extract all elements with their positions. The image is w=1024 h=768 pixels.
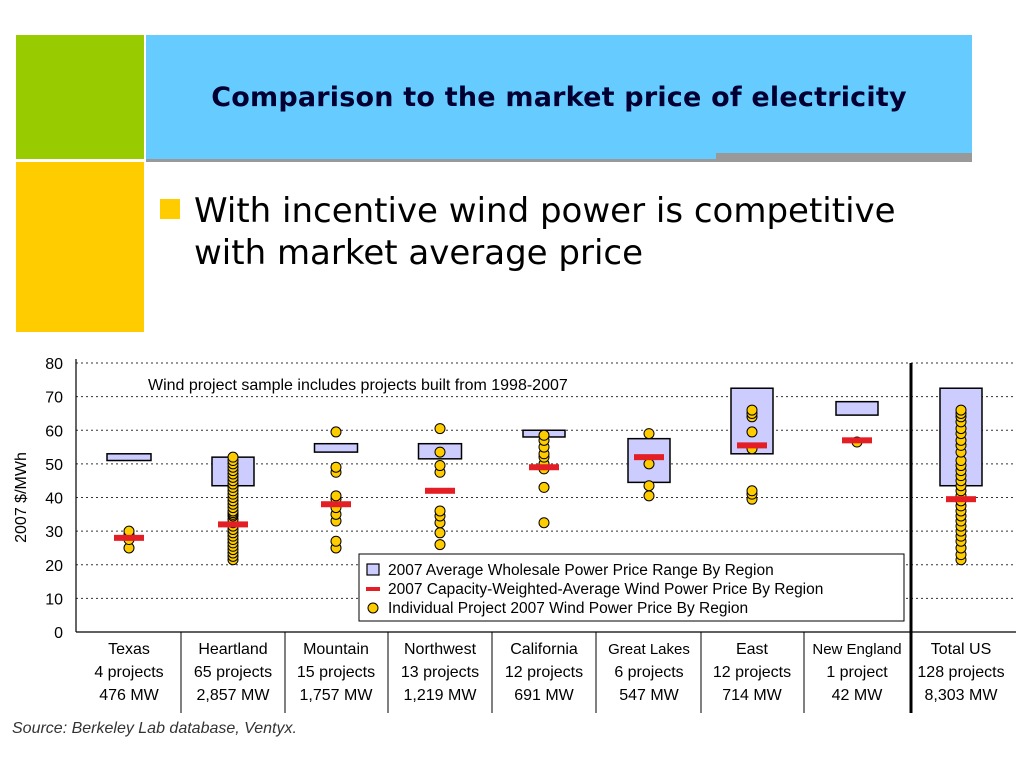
title-divider-accent — [716, 153, 972, 162]
legend-label: Individual Project 2007 Wind Power Price… — [388, 600, 748, 617]
y-tick-label: 20 — [45, 558, 63, 575]
project-price-point — [746, 485, 758, 497]
source-note: Source: Berkeley Lab database, Ventyx. — [12, 720, 297, 737]
project-price-point — [123, 525, 135, 537]
project-price-point — [330, 461, 342, 473]
category-capacity: 691 MW — [514, 687, 574, 704]
category-name: East — [736, 641, 769, 658]
category-project-count: 4 projects — [94, 664, 163, 681]
y-axis-title: 2007 $/MWh — [13, 452, 30, 543]
project-price-point — [955, 404, 967, 416]
category-capacity: 2,857 MW — [197, 687, 271, 704]
project-price-point — [746, 404, 758, 416]
title-bar: Comparison to the market price of electr… — [146, 35, 972, 159]
project-price-point — [227, 451, 239, 463]
bullet-text: With incentive wind power is competitive… — [194, 191, 896, 273]
category-name: Texas — [108, 641, 150, 658]
category-capacity: 547 MW — [619, 687, 679, 704]
y-tick-label: 40 — [45, 491, 63, 508]
project-price-point — [330, 535, 342, 547]
project-price-point — [434, 539, 446, 551]
category-project-count: 128 projects — [917, 664, 1004, 681]
y-tick-label: 80 — [45, 356, 63, 373]
category-project-count: 65 projects — [194, 664, 272, 681]
legend-label: 2007 Average Wholesale Power Price Range… — [388, 562, 774, 579]
weighted-average-marker — [737, 442, 767, 449]
category-project-count: 6 projects — [614, 664, 683, 681]
category-project-count: 15 projects — [297, 664, 375, 681]
legend-point-swatch — [367, 602, 379, 614]
y-tick-label: 60 — [45, 423, 63, 440]
wholesale-price-range-box — [835, 400, 879, 416]
category-name: Great Lakes — [608, 641, 690, 658]
weighted-average-marker — [842, 437, 872, 444]
category-name: New England — [812, 641, 901, 658]
project-price-point — [643, 490, 655, 502]
category-name: Heartland — [198, 641, 267, 658]
wholesale-price-range-box — [106, 453, 152, 462]
wholesale-price-range-box — [313, 442, 359, 453]
category-capacity: 1,219 MW — [404, 687, 478, 704]
weighted-average-marker — [218, 521, 248, 528]
project-price-point — [538, 429, 550, 441]
legend-range-swatch — [366, 563, 380, 576]
title-divider — [146, 159, 972, 162]
project-price-point — [330, 490, 342, 502]
y-tick-label: 70 — [45, 390, 63, 407]
category-name: California — [510, 641, 578, 658]
weighted-average-marker — [946, 496, 976, 503]
y-tick-label: 50 — [45, 457, 63, 474]
legend-box — [358, 553, 905, 622]
category-name: Northwest — [404, 641, 477, 658]
y-tick-label: 0 — [54, 625, 63, 642]
category-capacity: 714 MW — [722, 687, 782, 704]
project-price-point — [434, 423, 446, 435]
y-tick-label: 10 — [45, 591, 63, 608]
project-price-point — [643, 428, 655, 440]
weighted-average-marker — [634, 454, 664, 461]
weighted-average-marker — [425, 487, 455, 494]
legend-label: 2007 Capacity-Weighted-Average Wind Powe… — [388, 581, 823, 598]
project-price-point — [538, 481, 550, 493]
project-price-point — [538, 517, 550, 529]
category-project-count: 12 projects — [713, 664, 791, 681]
category-project-count: 13 projects — [401, 664, 479, 681]
category-capacity: 42 MW — [832, 687, 884, 704]
project-price-point — [434, 527, 446, 539]
project-price-point — [746, 426, 758, 438]
green-accent-block — [16, 35, 144, 159]
bullet-square-icon — [160, 199, 180, 219]
category-name: Total US — [931, 641, 991, 658]
yellow-accent-block — [16, 162, 144, 332]
chart-annotation: Wind project sample includes projects bu… — [148, 377, 568, 394]
category-project-count: 12 projects — [505, 664, 583, 681]
weighted-average-marker — [321, 501, 351, 508]
category-capacity: 8,303 MW — [925, 687, 999, 704]
category-project-count: 1 project — [826, 664, 888, 681]
project-price-point — [434, 460, 446, 472]
y-tick-label: 30 — [45, 524, 63, 541]
category-capacity: 476 MW — [99, 687, 159, 704]
project-price-point — [434, 446, 446, 458]
project-price-point — [330, 426, 342, 438]
wholesale-price-range-box — [939, 387, 983, 487]
category-capacity: 1,757 MW — [300, 687, 374, 704]
weighted-average-marker — [114, 534, 144, 541]
price-comparison-chart: 0 10 20 30 40 50 60 70 80 2007 $/MWh Wind project … — [13, 356, 1016, 713]
legend-average-swatch — [366, 587, 380, 591]
slide-title: Comparison to the market price of electr… — [211, 81, 907, 113]
project-price-point — [643, 480, 655, 492]
project-price-point — [643, 458, 655, 470]
category-name: Mountain — [303, 641, 369, 658]
weighted-average-marker — [529, 464, 559, 471]
project-price-point — [434, 505, 446, 517]
